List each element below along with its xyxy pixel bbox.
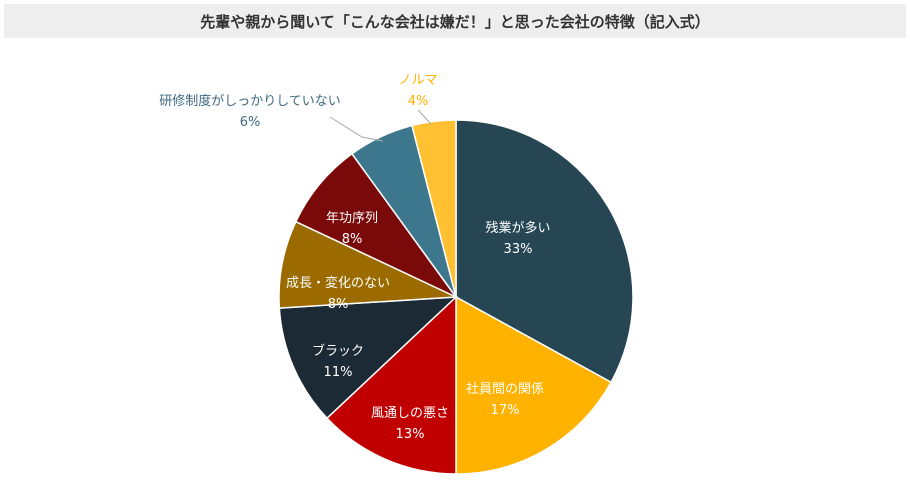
slice-label: ノルマ	[398, 73, 437, 88]
slices-group	[278, 119, 634, 475]
slice-value-label: 8%	[342, 232, 363, 247]
slice-value-label: 8%	[328, 297, 349, 312]
leader-line	[329, 116, 384, 142]
slice-label: 風通しの悪さ	[371, 406, 449, 421]
slice-value-label: 13%	[396, 427, 425, 442]
slice-label: 研修制度がしっかりしていない	[159, 93, 341, 109]
pie-slice	[325, 295, 457, 475]
chart-title: 先輩や親から聞いて「こんな会社は嫌だ！」と思った会社の特徴（記入式）	[200, 12, 710, 31]
slice-label: 残業が多い	[485, 220, 550, 236]
slice-value-label: 17%	[491, 403, 520, 418]
pie-slice	[278, 220, 457, 309]
slice-value-label: 11%	[324, 365, 353, 380]
slice-value-label: 33%	[504, 242, 533, 257]
slice-label: 年功序列	[326, 211, 378, 226]
pie-slice	[455, 295, 613, 475]
pie-slice	[411, 119, 457, 298]
slice-value-label: 4%	[408, 94, 429, 109]
pie-slice	[455, 119, 634, 384]
leader-lines	[329, 109, 432, 142]
pie-slice	[278, 296, 459, 420]
slice-value-label: 6%	[240, 115, 261, 130]
slice-labels: 残業が多い 33% 社員間の関係 17% 風通しの悪さ 13% ブラック 11% 成長・変化のな…	[159, 73, 550, 442]
title-bar: 先輩や親から聞いて「こんな会社は嫌だ！」と思った会社の特徴（記入式）	[4, 4, 906, 38]
slice-label: 社員間の関係	[466, 381, 544, 397]
pie-slice	[294, 152, 457, 298]
slice-label: ブラック	[312, 343, 364, 359]
leader-line	[417, 109, 432, 125]
slice-label: 成長・変化のない	[286, 275, 390, 291]
